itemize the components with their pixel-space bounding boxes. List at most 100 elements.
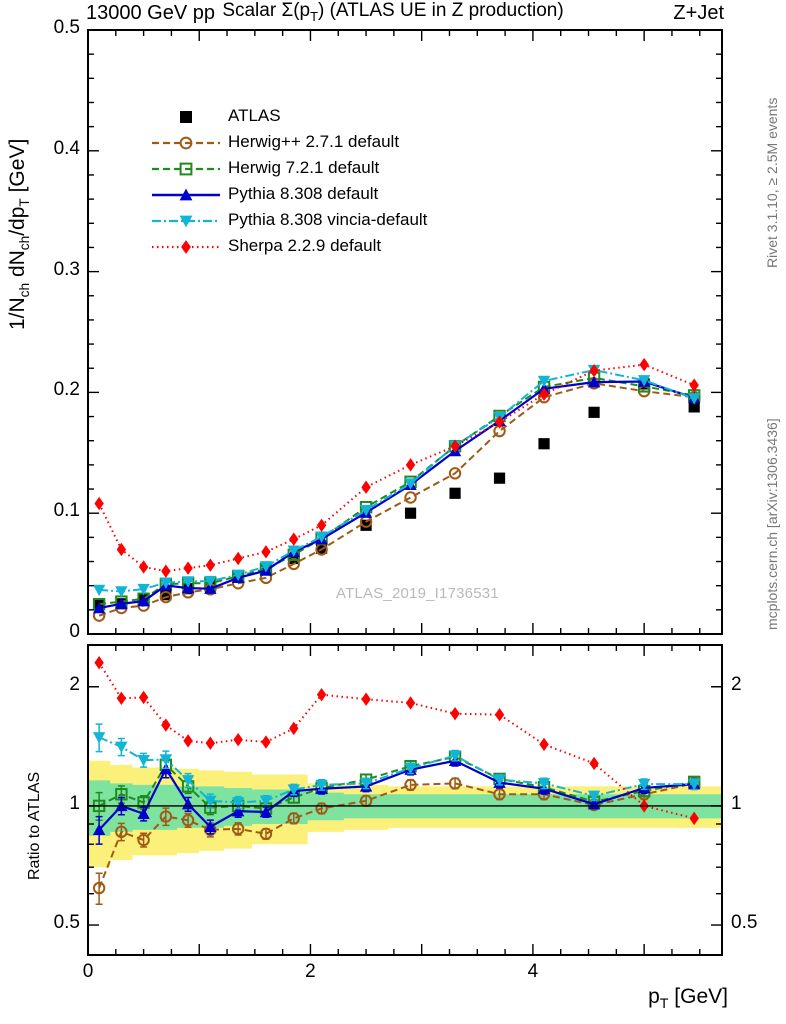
marker-square-open [115, 595, 128, 608]
error-bar [318, 782, 326, 794]
error-bar [540, 781, 548, 794]
marker-triangle-down [159, 754, 173, 766]
analysis-id-watermark: ATLAS_2019_I1736531 [336, 585, 499, 602]
legend-marker-square-open [152, 162, 220, 176]
error-bar [362, 777, 370, 790]
marker-triangle-up [587, 375, 601, 388]
ylabel-a: 1/N [6, 297, 29, 330]
marker-triangle-up [404, 763, 417, 775]
marker-circle-open [181, 586, 195, 599]
marker-square-open [359, 500, 373, 514]
error-bar [95, 723, 103, 753]
marker-circle-open [448, 777, 462, 790]
marker-diamond [233, 732, 243, 747]
series-2 [92, 371, 701, 611]
marker-triangle-down [204, 795, 217, 808]
plot-title: Scalar Σ(pT) (ATLAS UE in Z production) [0, 0, 786, 24]
marker-diamond [116, 542, 127, 557]
error-bar [140, 806, 148, 822]
legend-label: Herwig 7.2.1 default [228, 158, 380, 177]
marker-diamond [161, 564, 171, 578]
error-bar [184, 772, 192, 789]
marker-square-filled [404, 507, 417, 519]
error-bar [162, 807, 170, 827]
error-bar [318, 782, 326, 795]
marker-square-open [181, 577, 195, 590]
marker-diamond [261, 545, 271, 559]
marker-square-open [204, 577, 217, 590]
marker-circle-open [315, 802, 328, 815]
legend-label: Pythia 8.308 vincia-default [228, 210, 428, 229]
marker-triangle-up [448, 754, 462, 766]
marker-triangle-up [137, 594, 150, 607]
marker-triangle-up [315, 532, 328, 545]
error-bar [206, 800, 214, 816]
marker-triangle-up [287, 545, 300, 558]
marker-triangle-down [231, 569, 245, 582]
marker-triangle-up [204, 582, 217, 594]
marker-square-filled [115, 598, 127, 610]
marker-diamond [405, 458, 416, 472]
error-bar [590, 790, 598, 801]
marker-square-open [137, 796, 150, 809]
error-bar [117, 796, 125, 816]
error-bar [496, 773, 504, 786]
marker-diamond [205, 736, 216, 750]
marker-square-open [315, 532, 328, 545]
series-line [98, 363, 695, 573]
series-line [99, 369, 695, 593]
ratio-y-tick-label: 2 [69, 673, 80, 695]
error-bar [496, 773, 504, 785]
marker-circle-open [637, 384, 651, 398]
marker-triangle-up [493, 414, 506, 426]
marker-circle-open [92, 609, 106, 622]
uncertainty-band-outer [88, 760, 722, 868]
marker-square-filled [493, 472, 506, 484]
error-bar [290, 785, 298, 798]
x-tick-label: 0 [82, 961, 94, 982]
error-bar [407, 779, 415, 791]
error-bar [362, 780, 370, 793]
error-bar [640, 788, 648, 801]
marker-circle-open [359, 515, 373, 528]
rivet-version-label: Rivet 3.1.10, ≥ 2.5M events [764, 97, 780, 268]
marker-triangle-up [359, 780, 373, 792]
ratio-series-line [98, 736, 695, 804]
marker-square-filled [638, 378, 650, 390]
marker-circle-open [587, 377, 601, 390]
marker-diamond [361, 480, 371, 494]
marker-circle-open [637, 788, 651, 801]
ylabel-bsub: ch [17, 235, 33, 251]
marker-square-filled [260, 562, 272, 574]
error-bar [162, 750, 170, 770]
marker-triangle-down [181, 775, 195, 787]
ratio-y-tick-label-right: 0.5 [731, 912, 758, 934]
marker-triangle-down [537, 375, 551, 388]
marker-circle-open [537, 788, 551, 801]
marker-triangle-up [637, 375, 651, 387]
marker-square-open [315, 781, 328, 795]
marker-circle-open [137, 599, 150, 612]
marker-square-open [637, 784, 651, 798]
error-bar [407, 763, 415, 776]
marker-triangle-down [315, 531, 328, 543]
marker-triangle-down [493, 774, 506, 786]
ylabel-asub: ch [17, 282, 33, 298]
marker-triangle-down [92, 732, 106, 744]
error-bar [184, 778, 192, 795]
ylabel-c: /dp [6, 206, 29, 236]
marker-triangle-up [181, 797, 195, 810]
x-axis-label: pT [GeV] [648, 985, 728, 1012]
error-bar [140, 832, 148, 848]
ratio-series-4 [92, 723, 701, 810]
xlabel-sub: T [659, 996, 669, 1013]
marker-circle-open [587, 798, 601, 812]
marker-square-filled [688, 401, 700, 413]
marker-triangle-down [259, 795, 273, 808]
marker-circle-open [137, 833, 150, 847]
marker-triangle-down [359, 504, 373, 517]
ratio-series-line [98, 759, 695, 831]
error-bar [407, 760, 415, 773]
